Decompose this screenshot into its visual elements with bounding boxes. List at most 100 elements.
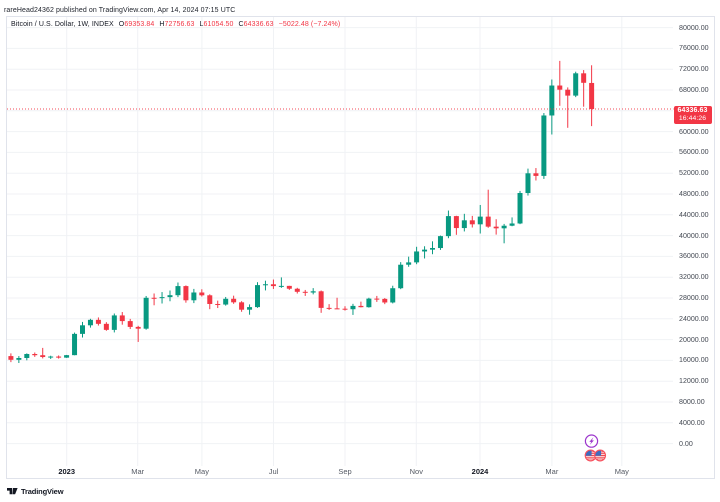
candle — [215, 300, 221, 309]
price-axis-label: 48000.00 — [679, 190, 709, 198]
candle-body — [135, 326, 141, 329]
candle-body — [56, 356, 62, 358]
candle-body — [199, 292, 205, 296]
candle-body — [143, 297, 149, 329]
price-axis-label: 76000.00 — [679, 44, 709, 53]
open-value: 69353.84 — [124, 20, 155, 28]
candle — [175, 282, 181, 298]
candle-body — [302, 291, 308, 293]
symbol-title[interactable]: Bitcoin / U.S. Dollar, 1W, INDEX — [11, 20, 114, 28]
attribution-text: rareHead24362 published on TradingView.c… — [4, 7, 236, 14]
candle-body — [326, 307, 332, 309]
price-axis-label: 80000.00 — [679, 23, 709, 32]
candle — [286, 285, 292, 290]
candle — [103, 322, 109, 331]
tradingview-brand[interactable]: TradingView — [6, 485, 64, 498]
candle-body — [294, 288, 300, 292]
candle-body — [64, 355, 70, 358]
candle — [270, 279, 276, 289]
time-axis-label: May — [614, 467, 629, 476]
candle-body — [151, 297, 157, 299]
price-axis-label: 16000.00 — [679, 356, 709, 365]
lightning-event-icon[interactable] — [584, 434, 599, 448]
ohlc-close: C64336.63 — [239, 21, 274, 29]
price-axis-label: 40000.00 — [679, 231, 709, 240]
candle-body — [406, 262, 412, 265]
candle — [422, 246, 428, 259]
tradingview-logo-icon — [6, 488, 18, 495]
candle — [111, 313, 117, 333]
price-axis-label: 28000.00 — [679, 294, 709, 302]
candle-body — [437, 236, 443, 249]
last-price-badge: 64336.63 16:44:26 — [673, 105, 712, 124]
chart-gridlines — [7, 17, 673, 466]
candle-body — [103, 323, 109, 330]
price-axis-label: 56000.00 — [679, 148, 709, 157]
time-axis-label: Nov — [409, 467, 423, 476]
candle — [517, 190, 523, 225]
chart-candles — [8, 60, 595, 363]
candle-body — [270, 284, 276, 287]
candle — [310, 288, 316, 295]
time-axis-label: Mar — [545, 467, 559, 476]
candle-body — [310, 291, 316, 293]
time-axis-label: 2024 — [471, 467, 489, 476]
candle — [87, 318, 93, 328]
candle — [525, 168, 531, 196]
candle — [72, 332, 78, 356]
candle — [56, 355, 62, 359]
candle — [64, 354, 70, 358]
candle-body — [557, 85, 563, 90]
candle — [469, 215, 475, 228]
candle-body — [461, 220, 467, 229]
candle-body — [111, 315, 117, 330]
candle — [151, 293, 157, 306]
candle-body — [541, 115, 547, 176]
time-axis-label: 2023 — [58, 467, 76, 476]
candle — [398, 262, 404, 290]
candle — [334, 297, 340, 310]
candle — [437, 235, 443, 250]
tradingview-brand-name: TradingView — [21, 487, 64, 496]
candle-body — [80, 325, 85, 334]
candle — [406, 256, 412, 267]
price-axis-label: 36000.00 — [679, 252, 709, 261]
candle-body — [8, 356, 14, 360]
candle — [374, 295, 380, 302]
price-axis-label: 12000.00 — [679, 377, 709, 386]
close-label: C — [238, 20, 244, 28]
candle-body — [469, 220, 475, 225]
candle — [302, 289, 308, 296]
candle-body — [32, 354, 38, 356]
price-axis-label: 52000.00 — [679, 169, 709, 178]
candle-body — [517, 193, 523, 224]
symbol-legend[interactable]: Bitcoin / U.S. Dollar, 1W, INDEX O69353.… — [11, 21, 345, 29]
price-axis-label: 4000.00 — [679, 418, 705, 427]
candle-body — [167, 295, 173, 298]
candle-body — [533, 173, 539, 176]
candle — [318, 290, 324, 313]
candle — [183, 285, 189, 303]
candle-body — [334, 308, 340, 310]
price-axis-label: 20000.00 — [679, 335, 709, 344]
us-flag-event-icon[interactable] — [594, 449, 607, 462]
candle — [350, 303, 356, 315]
low-value: 61054.50 — [203, 20, 234, 28]
candle — [477, 204, 483, 234]
candle — [414, 246, 420, 265]
price-axis-label: 72000.00 — [679, 65, 709, 74]
candle — [8, 353, 14, 363]
candle-body — [350, 305, 356, 310]
candle-body — [159, 297, 165, 299]
high-label: H — [159, 20, 165, 28]
time-axis-label: Mar — [131, 467, 145, 476]
event-markers[interactable] — [584, 434, 607, 462]
candle-body — [95, 319, 101, 324]
candle — [159, 292, 165, 304]
candle — [366, 297, 372, 308]
candle — [223, 296, 229, 306]
candle-body — [382, 298, 388, 303]
candle-body — [318, 291, 324, 308]
price-axis-label: 68000.00 — [679, 86, 709, 94]
